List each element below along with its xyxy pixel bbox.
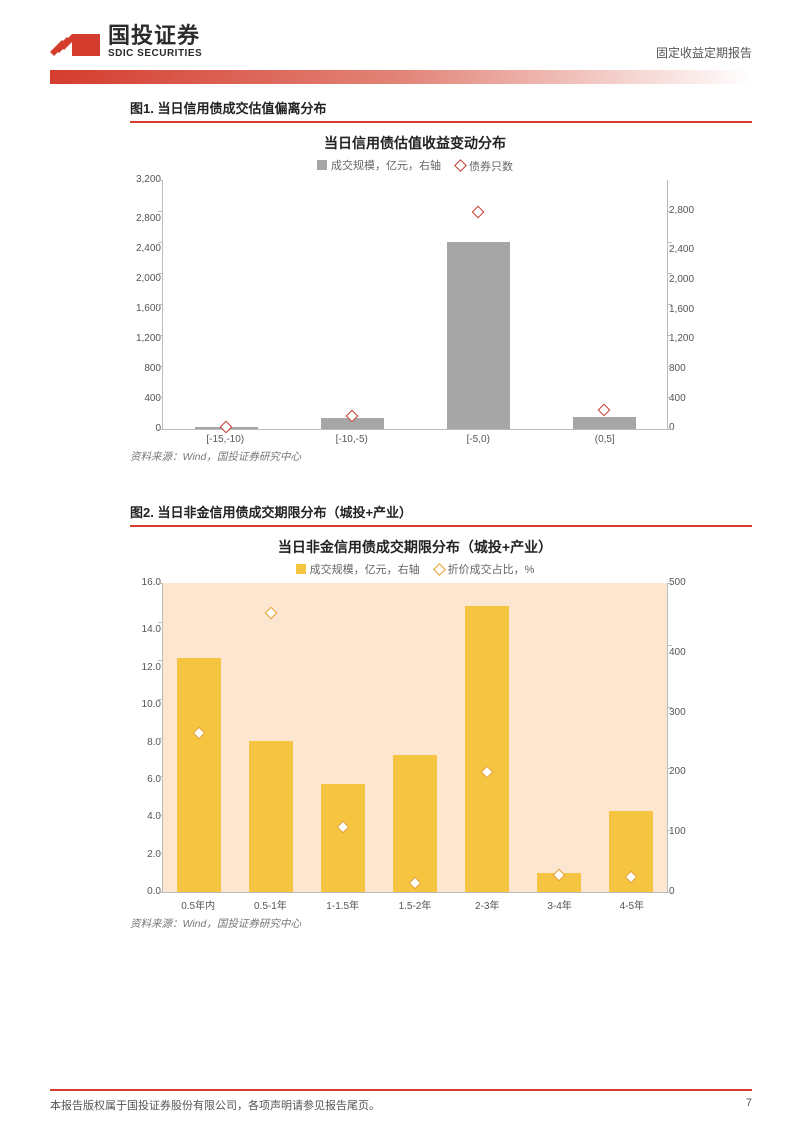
chart-1-plot: 3,2002,8002,4002,0001,6001,2008004000 2,… [162, 180, 668, 430]
bar [177, 658, 220, 892]
legend-item-marker: 债券只数 [456, 158, 513, 174]
x-label: [-10,-5) [289, 434, 416, 445]
footer-copyright: 本报告版权属于国投证券股份有限公司，各项声明请参见报告尾页。 [50, 1097, 380, 1113]
page-footer: 本报告版权属于国投证券股份有限公司，各项声明请参见报告尾页。 7 [50, 1089, 752, 1113]
legend-marker-label: 折价成交占比，% [448, 561, 535, 577]
x-label: 1-1.5年 [307, 897, 379, 912]
x-label: 0.5-1年 [234, 897, 306, 912]
chart-1-plot-area: 3,2002,8002,4002,0001,6001,2008004000 2,… [162, 180, 668, 430]
x-label: 0.5年内 [162, 897, 234, 912]
legend-item-bar: 成交规模，亿元，右轴 [296, 561, 420, 577]
header-accent-bar [50, 70, 752, 84]
chart-2-y-right-axis: 5004003002001000 [669, 583, 709, 892]
figure-1-source: 资料来源：Wind，国投证券研究中心 [130, 449, 752, 464]
x-label: (0,5] [542, 434, 669, 445]
logo-en-text: SDIC SECURITIES [108, 49, 202, 59]
chart-2: 当日非金信用债成交期限分布（城投+产业） 成交规模，亿元，右轴 折价成交占比，%… [130, 537, 700, 913]
figure-1-caption: 图1. 当日信用债成交估值偏离分布 [130, 98, 752, 123]
legend-marker-label: 债券只数 [469, 158, 513, 174]
diamond-marker-icon [598, 403, 611, 416]
bar [393, 755, 436, 892]
chart-2-legend: 成交规模，亿元，右轴 折价成交占比，% [130, 561, 700, 578]
bar [573, 417, 636, 429]
page-header: 国投证券 SDIC SECURITIES 固定收益定期报告 [0, 0, 802, 84]
legend-diamond-icon [454, 159, 467, 172]
bar [465, 606, 508, 892]
bar [447, 242, 510, 429]
logo-mark-icon [50, 22, 100, 62]
diamond-marker-icon [472, 206, 485, 219]
chart-1-x-labels: [-15,-10)[-10,-5)[-5,0)(0,5] [162, 434, 668, 445]
chart-2-plot: 16.014.012.010.08.06.04.02.00.0 50040030… [162, 583, 668, 893]
chart-1: 当日信用债估值收益变动分布 成交规模，亿元，右轴 债券只数 3,2002,800… [130, 133, 700, 445]
legend-bar-label: 成交规模，亿元，右轴 [331, 157, 441, 173]
logo-cn-text: 国投证券 [108, 25, 202, 47]
legend-swatch-icon [317, 160, 327, 170]
x-label: 4-5年 [596, 897, 668, 912]
chart-2-y-left-axis: 16.014.012.010.08.06.04.02.00.0 [121, 583, 161, 892]
chart-1-y-right-axis: 2,8002,4002,0001,6001,2008004000 [669, 211, 709, 429]
chart-1-legend: 成交规模，亿元，右轴 债券只数 [130, 157, 700, 174]
diamond-marker-icon [265, 606, 278, 619]
x-label: [-5,0) [415, 434, 542, 445]
figure-2-caption: 图2. 当日非金信用债成交期限分布（城投+产业） [130, 502, 752, 527]
chart-2-plot-area: 16.014.012.010.08.06.04.02.00.0 50040030… [162, 583, 668, 893]
figure-2: 图2. 当日非金信用债成交期限分布（城投+产业） 当日非金信用债成交期限分布（城… [130, 502, 752, 932]
chart-2-bars [163, 583, 667, 892]
footer-page-number: 7 [746, 1097, 752, 1113]
x-label: 3-4年 [523, 897, 595, 912]
x-label: 1.5-2年 [379, 897, 451, 912]
figure-2-source: 资料来源：Wind，国投证券研究中心 [130, 916, 752, 931]
chart-2-x-labels: 0.5年内0.5-1年1-1.5年1.5-2年2-3年3-4年4-5年 [162, 897, 668, 912]
bar [249, 741, 292, 892]
legend-swatch-icon [296, 564, 306, 574]
legend-bar-label: 成交规模，亿元，右轴 [310, 561, 420, 577]
report-type: 固定收益定期报告 [656, 44, 752, 61]
logo: 国投证券 SDIC SECURITIES [50, 22, 752, 62]
legend-item-bar: 成交规模，亿元，右轴 [317, 157, 441, 173]
diamond-marker-icon [220, 421, 233, 434]
x-label: 2-3年 [451, 897, 523, 912]
figure-1: 图1. 当日信用债成交估值偏离分布 当日信用债估值收益变动分布 成交规模，亿元，… [130, 98, 752, 464]
x-label: [-15,-10) [162, 434, 289, 445]
legend-diamond-icon [433, 563, 446, 576]
bar [321, 784, 364, 892]
chart-2-title: 当日非金信用债成交期限分布（城投+产业） [130, 537, 700, 557]
chart-1-y-left-axis: 3,2002,8002,4002,0001,6001,2008004000 [121, 180, 161, 429]
legend-item-marker: 折价成交占比，% [435, 561, 535, 577]
chart-1-bars [163, 180, 667, 429]
chart-1-title: 当日信用债估值收益变动分布 [130, 133, 700, 153]
